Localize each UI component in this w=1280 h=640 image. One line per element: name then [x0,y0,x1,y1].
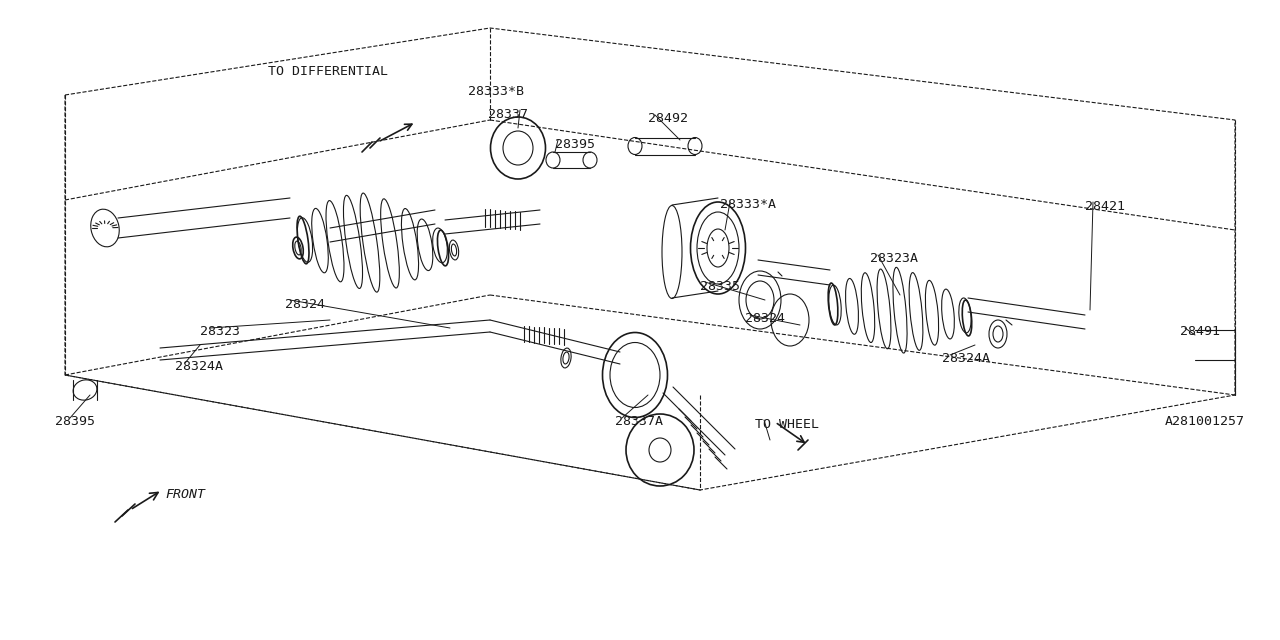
Text: 28337A: 28337A [614,415,663,428]
Text: 28323: 28323 [200,325,241,338]
Text: 28324: 28324 [285,298,325,311]
Text: TO WHEEL: TO WHEEL [755,418,819,431]
Text: 28395: 28395 [556,138,595,151]
Text: 28491: 28491 [1180,325,1220,338]
Text: 28333*A: 28333*A [719,198,776,211]
Text: 28395: 28395 [55,415,95,428]
Text: 28333*B: 28333*B [468,85,524,98]
Text: TO DIFFERENTIAL: TO DIFFERENTIAL [268,65,388,78]
Text: 28335: 28335 [700,280,740,293]
Text: 28337: 28337 [488,108,529,121]
Text: 28324: 28324 [745,312,785,325]
Text: 28492: 28492 [648,112,689,125]
Text: FRONT: FRONT [165,488,205,501]
Text: A281001257: A281001257 [1165,415,1245,428]
Text: 28323A: 28323A [870,252,918,265]
Text: 28324A: 28324A [175,360,223,373]
Text: 28421: 28421 [1085,200,1125,213]
Ellipse shape [73,380,97,400]
Text: 28324A: 28324A [942,352,989,365]
